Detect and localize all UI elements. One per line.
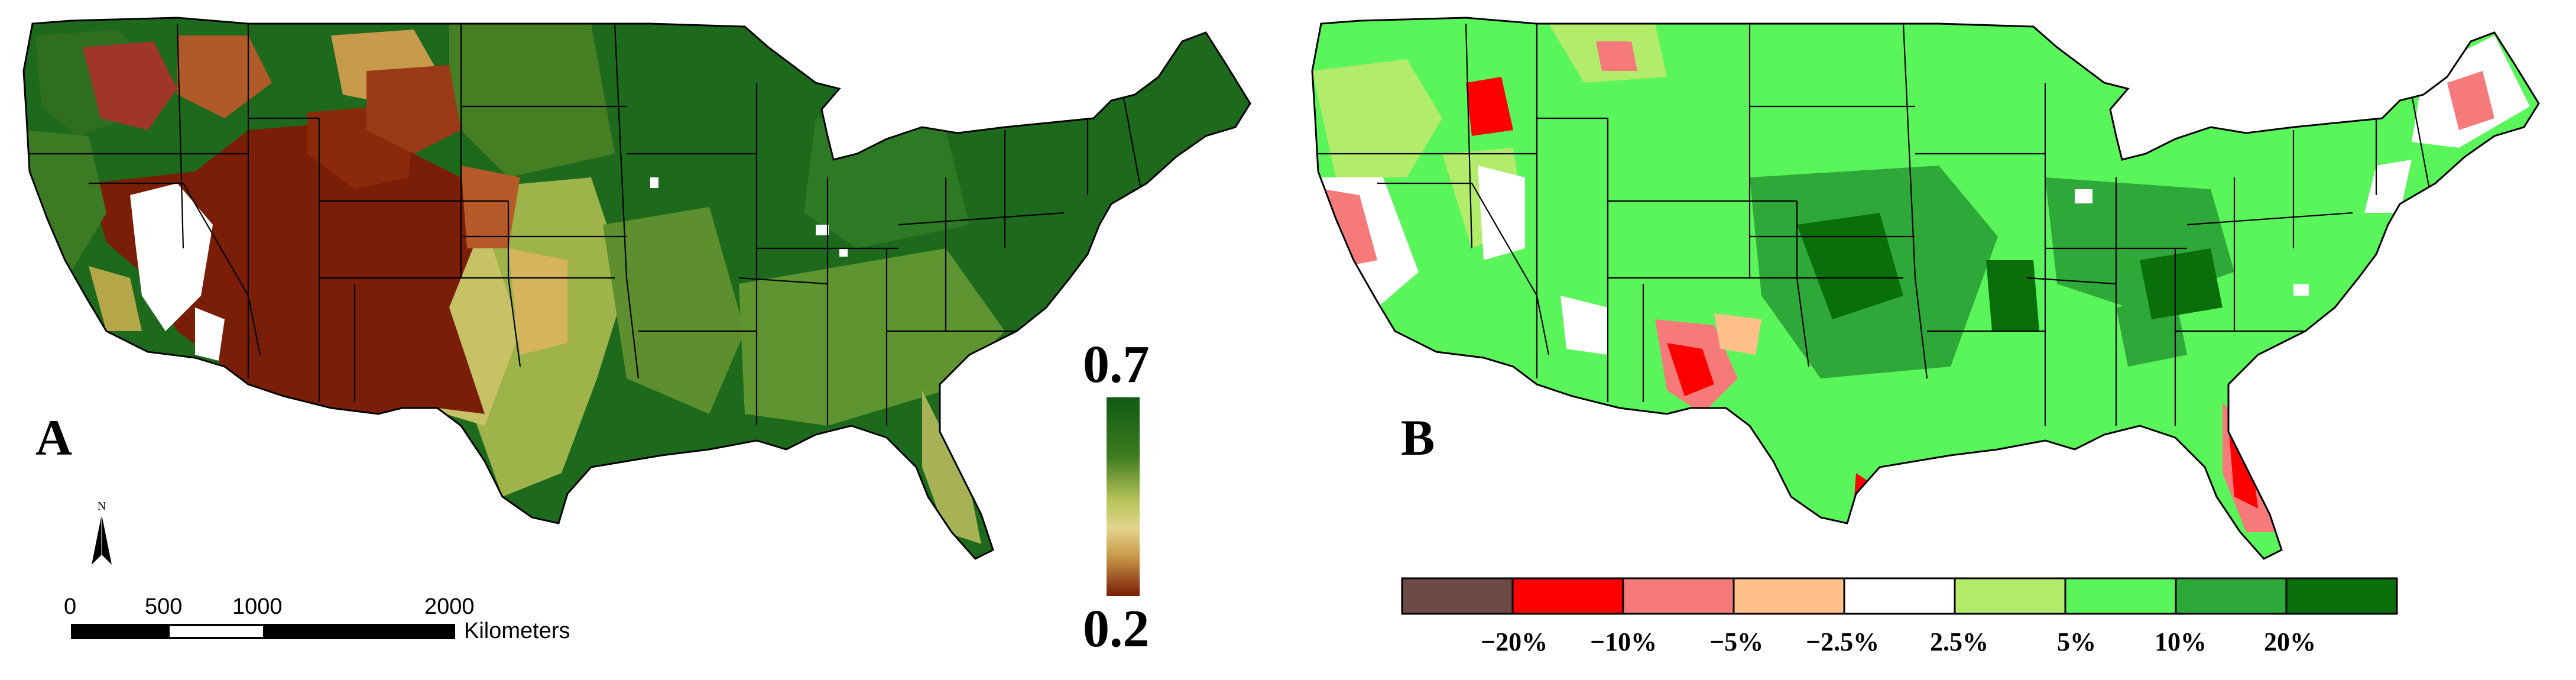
scale-tick-1000: 1000 bbox=[232, 594, 283, 619]
panel-b: B −20% −10% −5% −2.5% 2.5% 5% 10% 20% bbox=[1289, 0, 2576, 677]
legend-break-4: −2.5% bbox=[1806, 627, 1880, 656]
legend-class-7 bbox=[2064, 577, 2177, 615]
legend-class-4 bbox=[1733, 577, 1845, 615]
color-ramp-legend bbox=[1107, 397, 1140, 596]
legend-break-2: −10% bbox=[1590, 627, 1657, 656]
scale-tick-2000: 2000 bbox=[424, 594, 475, 619]
change-raster-b bbox=[1312, 18, 2539, 559]
legend-class-1 bbox=[1401, 577, 1514, 615]
legend-class-5 bbox=[1843, 577, 1956, 615]
class-legend bbox=[1401, 577, 2398, 615]
legend-break-6: 5% bbox=[2057, 627, 2096, 656]
legend-class-6 bbox=[1954, 577, 2066, 615]
scale-bar bbox=[71, 624, 455, 639]
legend-break-3: −5% bbox=[1709, 627, 1764, 656]
state-boundaries-a bbox=[24, 23, 1142, 426]
state-boundaries-b bbox=[1312, 23, 2431, 426]
legend-class-3 bbox=[1622, 577, 1735, 615]
panel-label-b: B bbox=[1401, 409, 1435, 466]
legend-break-1: −20% bbox=[1481, 627, 1548, 656]
map-b bbox=[1311, 17, 2540, 615]
north-arrow-label: N bbox=[98, 500, 106, 513]
legend-break-8: 20% bbox=[2264, 627, 2316, 656]
north-arrow bbox=[92, 514, 112, 565]
legend-break-7: 10% bbox=[2155, 627, 2207, 656]
scale-tick-0: 0 bbox=[64, 594, 77, 619]
legend-class-9 bbox=[2285, 577, 2398, 615]
panel-label-a: A bbox=[35, 409, 73, 466]
ratio-raster-a bbox=[24, 18, 1250, 559]
legend-min-label: 0.2 bbox=[1083, 600, 1150, 658]
scale-tick-500: 500 bbox=[145, 594, 183, 619]
legend-break-5: 2.5% bbox=[1930, 627, 1988, 656]
legend-max-label: 0.7 bbox=[1083, 335, 1150, 394]
legend-class-2 bbox=[1511, 577, 1624, 615]
map-a: N bbox=[22, 17, 1251, 639]
scale-unit-label: Kilometers bbox=[464, 619, 570, 643]
panel-a: N A 0.7 0.2 0 500 1000 2000 Kilometers bbox=[0, 0, 1271, 677]
legend-class-8 bbox=[2175, 577, 2288, 615]
